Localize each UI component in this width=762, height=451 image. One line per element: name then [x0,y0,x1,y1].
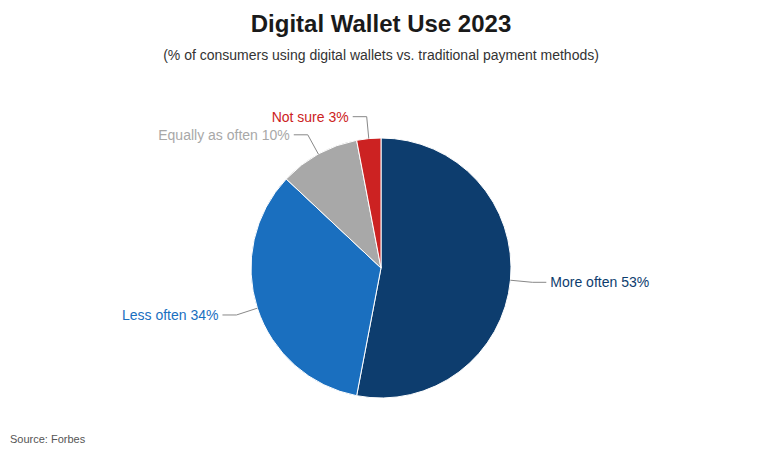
pie: More often 53% Less often 34% Equally as o… [122,109,649,398]
leader-line [294,135,319,154]
leader-line [222,308,257,315]
data-label: Equally as often 10% [158,127,290,143]
leader-line [353,117,369,139]
subtitle: (% of consumers using digital wallets vs… [163,47,599,63]
title: Digital Wallet Use 2023 [251,10,512,37]
data-label: Not sure 3% [272,109,349,125]
data-label: More often 53% [550,274,649,290]
source: Source: Forbes [10,433,86,445]
leader-line [510,280,546,282]
slice [357,138,381,268]
data-label: Less often 34% [122,307,219,323]
chart: Digital Wallet Use 2023 (% of consumers u… [0,0,762,451]
